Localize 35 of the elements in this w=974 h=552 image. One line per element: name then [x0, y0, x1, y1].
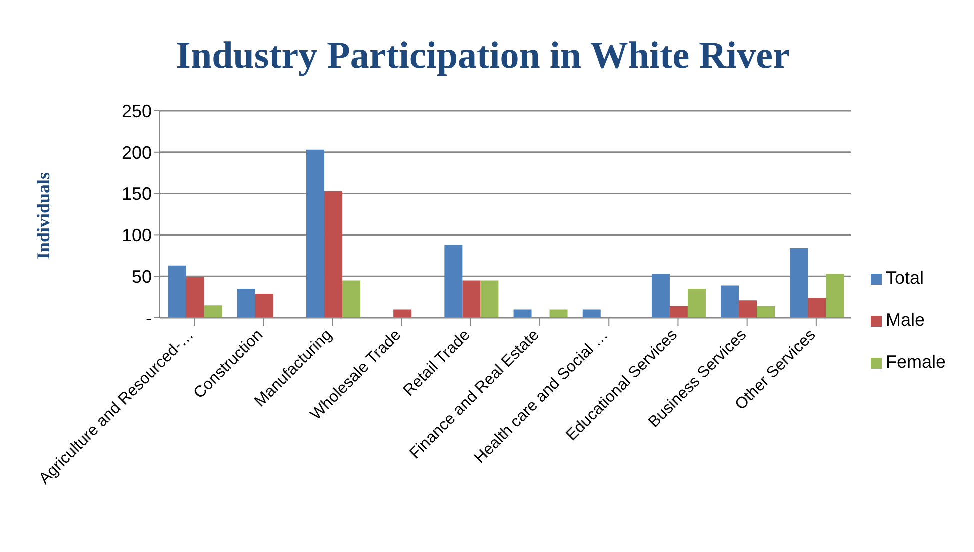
bar: [652, 274, 670, 318]
bar: [550, 310, 568, 318]
bar: [514, 310, 532, 318]
bar: [582, 310, 601, 318]
legend-label: Male: [886, 310, 925, 330]
bar: [342, 280, 360, 318]
bar: [255, 294, 274, 318]
legend-label: Total: [886, 268, 924, 288]
bar: [808, 298, 826, 318]
bar: [168, 266, 186, 318]
bar: [790, 248, 808, 318]
y-tick-label: -: [146, 308, 152, 328]
bar: [721, 286, 740, 318]
y-tick-label: 250: [122, 101, 152, 122]
y-tick-label: 100: [122, 226, 152, 246]
bar: [324, 191, 342, 318]
y-axis-title: Individuals: [34, 172, 54, 260]
bar: [306, 150, 324, 318]
bar: [480, 280, 499, 318]
chart-title: Industry Participation in White River: [175, 34, 791, 78]
bar: [204, 306, 222, 318]
bar: [739, 300, 758, 318]
y-tick-label: 200: [122, 142, 152, 163]
bar: [186, 277, 204, 318]
bar: [826, 274, 844, 318]
y-tick-label: 150: [122, 184, 152, 204]
bar: [444, 245, 463, 318]
bar: [757, 306, 776, 318]
bar: [462, 280, 481, 318]
bar: [394, 310, 412, 318]
y-tick-label: 50: [132, 266, 152, 287]
legend-label: Female: [886, 352, 946, 372]
bar: [670, 306, 688, 318]
bar: [237, 289, 256, 318]
bar: [688, 289, 706, 318]
